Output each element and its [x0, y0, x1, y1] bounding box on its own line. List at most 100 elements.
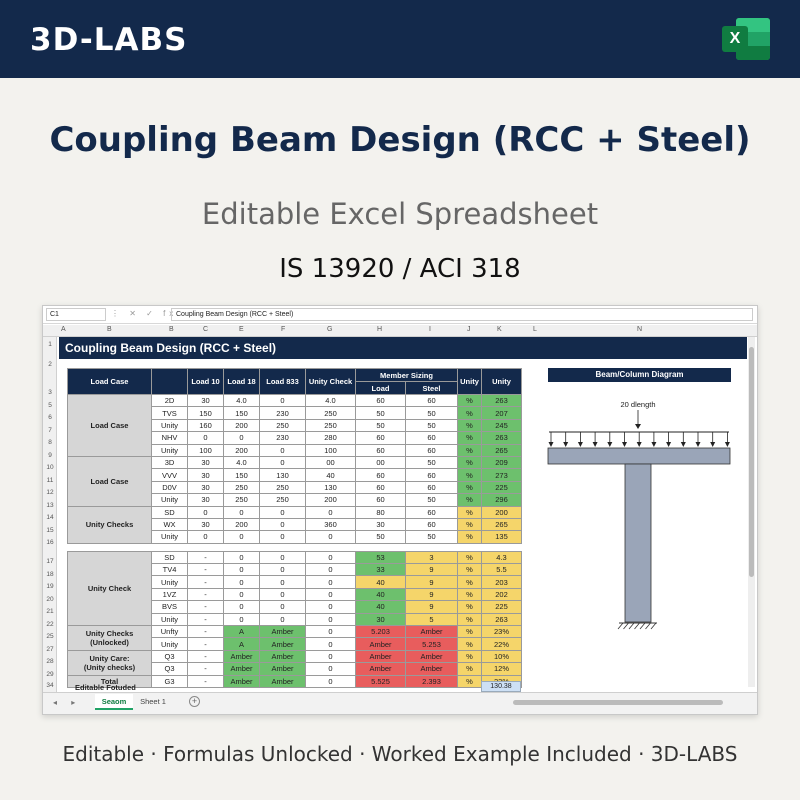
header-load18[interactable]: Load 18	[223, 368, 260, 395]
table-cell[interactable]: 50	[355, 406, 406, 420]
table-cell[interactable]: Amber	[223, 649, 260, 664]
table-cell[interactable]: 2D	[151, 393, 188, 408]
table-cell[interactable]: %	[457, 468, 482, 482]
table-cell[interactable]: 40	[355, 587, 406, 602]
table-cell[interactable]: Unity	[151, 443, 188, 457]
group-label[interactable]: Load Case	[67, 394, 152, 457]
table-cell[interactable]: 50	[405, 493, 458, 507]
table-cell[interactable]: -	[187, 674, 224, 689]
table-cell[interactable]: 80	[355, 505, 406, 519]
table-cell[interactable]: 4.0	[223, 455, 260, 470]
table-cell[interactable]: 5	[405, 612, 458, 627]
column-header[interactable]: E	[239, 326, 244, 333]
table-cell[interactable]: 0	[305, 505, 356, 519]
table-cell[interactable]: 250	[223, 493, 260, 507]
table-cell[interactable]: 0	[187, 505, 224, 519]
table-cell[interactable]: -	[187, 637, 224, 651]
row-header[interactable]: 7	[48, 427, 52, 434]
table-cell[interactable]: %	[457, 431, 482, 445]
table-cell[interactable]: 280	[305, 431, 356, 445]
table-cell[interactable]: 00	[355, 455, 406, 470]
vertical-scroll-thumb[interactable]	[749, 347, 754, 577]
table-cell[interactable]: A	[223, 625, 260, 639]
row-header[interactable]: 13	[46, 502, 54, 509]
row-header[interactable]: 22	[46, 621, 54, 628]
table-cell[interactable]: Unity	[151, 575, 188, 589]
table-cell[interactable]: 250	[259, 418, 306, 433]
tab-active-sheet[interactable]: Seaom	[95, 694, 133, 710]
table-cell[interactable]: %	[457, 406, 482, 420]
table-cell[interactable]: 0	[305, 674, 356, 689]
table-cell[interactable]: 0	[223, 587, 260, 602]
table-cell[interactable]: 0	[259, 550, 306, 565]
column-header[interactable]: K	[497, 326, 502, 333]
row-header[interactable]: 11	[46, 477, 54, 484]
table-cell[interactable]: 0	[223, 600, 260, 614]
table-cell[interactable]: 4.0	[223, 393, 260, 408]
column-header[interactable]: G	[327, 326, 333, 333]
table-cell[interactable]: 50	[355, 530, 406, 544]
table-cell[interactable]: %	[457, 505, 482, 519]
table-cell[interactable]: 3	[405, 550, 458, 565]
header-unity-check[interactable]: Unity Check	[305, 368, 356, 395]
tab-nav-arrows[interactable]: ◂ ▸	[53, 698, 82, 707]
table-cell[interactable]: 1VZ	[151, 587, 188, 602]
column-header[interactable]: C	[203, 326, 209, 333]
table-cell[interactable]: 4.3	[481, 550, 522, 565]
table-cell[interactable]: 50	[355, 418, 406, 433]
table-cell[interactable]: 200	[223, 517, 260, 532]
table-cell[interactable]: 0	[259, 563, 306, 577]
table-cell[interactable]: 60	[355, 493, 406, 507]
table-cell[interactable]: 200	[305, 493, 356, 507]
table-cell[interactable]: 23%	[481, 625, 522, 639]
table-cell[interactable]: 0	[259, 517, 306, 532]
table-cell[interactable]: 9	[405, 563, 458, 577]
table-cell[interactable]: 30	[187, 493, 224, 507]
table-cell[interactable]: 160	[187, 418, 224, 433]
table-cell[interactable]: 5.203	[355, 625, 406, 639]
table-cell[interactable]: 200	[223, 443, 260, 457]
table-cell[interactable]: 30	[187, 455, 224, 470]
row-header[interactable]: 5	[48, 402, 52, 409]
table-cell[interactable]: G3	[151, 674, 188, 689]
row-header[interactable]: 29	[46, 671, 54, 678]
row-header[interactable]: 16	[46, 539, 54, 546]
vertical-scrollbar[interactable]	[748, 337, 755, 687]
table-cell[interactable]: 273	[481, 468, 522, 482]
table-cell[interactable]: 40	[355, 575, 406, 589]
table-cell[interactable]: 22%	[481, 637, 522, 651]
header-unity[interactable]: Unity	[457, 368, 482, 395]
table-cell[interactable]: %	[457, 493, 482, 507]
table-cell[interactable]: %	[457, 393, 482, 408]
table-cell[interactable]: 60	[405, 468, 458, 482]
table-cell[interactable]: Amber	[405, 625, 458, 639]
column-header[interactable]: J	[467, 326, 471, 333]
table-cell[interactable]: 0	[305, 637, 356, 651]
table-cell[interactable]: %	[457, 612, 482, 627]
table-cell[interactable]: 265	[481, 443, 522, 457]
table-cell[interactable]: %	[457, 600, 482, 614]
table-cell[interactable]: 263	[481, 612, 522, 627]
table-cell[interactable]: 202	[481, 587, 522, 602]
table-cell[interactable]: 60	[355, 468, 406, 482]
table-cell[interactable]: 230	[259, 431, 306, 445]
header-load833[interactable]: Load 833	[259, 368, 306, 395]
table-cell[interactable]: Amber	[259, 637, 306, 651]
row-header[interactable]: 10	[46, 464, 54, 471]
table-cell[interactable]: %	[457, 550, 482, 565]
table-cell[interactable]: 9	[405, 600, 458, 614]
row-header[interactable]: 9	[48, 452, 52, 459]
row-header[interactable]: 1	[48, 341, 52, 348]
editable-value-cell[interactable]: 130.38	[481, 681, 521, 692]
table-cell[interactable]: 30	[355, 612, 406, 627]
table-cell[interactable]: 4.0	[305, 393, 356, 408]
table-cell[interactable]: 50	[405, 530, 458, 544]
table-cell[interactable]: 250	[259, 480, 306, 495]
table-cell[interactable]: 200	[223, 418, 260, 433]
table-cell[interactable]: 130	[305, 480, 356, 495]
table-cell[interactable]: 0	[187, 431, 224, 445]
table-cell[interactable]: 0	[305, 530, 356, 544]
table-cell[interactable]: Unfty	[151, 625, 188, 639]
table-cell[interactable]: 40	[305, 468, 356, 482]
table-cell[interactable]: 130	[259, 468, 306, 482]
